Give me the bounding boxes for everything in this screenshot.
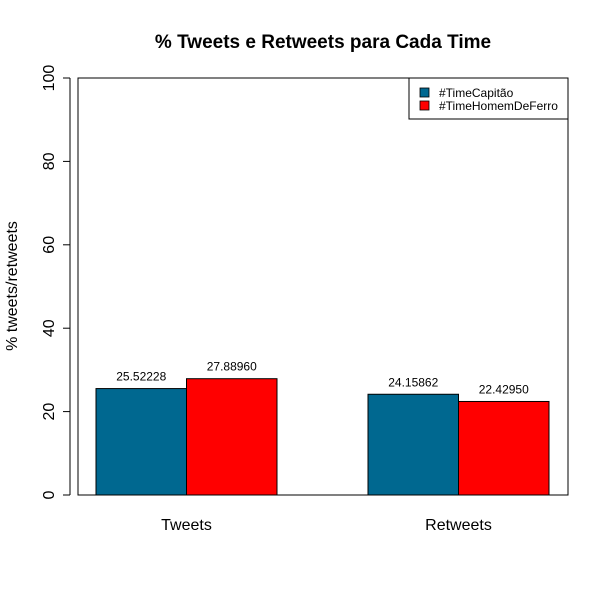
- y-tick-label: 100: [41, 65, 58, 92]
- data-label: 24.15862: [388, 375, 438, 389]
- legend-swatch-timehomemdeferro: [419, 100, 430, 111]
- y-tick-label: 80: [41, 152, 58, 170]
- y-axis-label: % tweets/retweets: [4, 221, 21, 351]
- legend-label-timehomemdeferro: #TimeHomemDeFerro: [439, 99, 558, 113]
- data-label: 22.42950: [479, 382, 529, 396]
- bar-retweets-timehomemdeferro: [458, 400, 550, 496]
- bar-retweets-timecapito: [367, 393, 459, 496]
- y-tick-label: 0: [41, 490, 58, 499]
- x-category-label: Retweets: [425, 517, 492, 534]
- bars-group: [95, 378, 550, 496]
- legend-box: [408, 77, 569, 120]
- bar-labels-group: 25.52228 27.88960 24.15862 22.42950: [116, 360, 529, 397]
- bar-tweets-timecapito: [95, 388, 187, 496]
- legend-label-timecapitao: #TimeCapitão: [439, 86, 514, 100]
- y-tick-label: 40: [41, 319, 58, 337]
- y-tick-label: 60: [41, 236, 58, 254]
- legend-swatch-timecapitao: [419, 87, 430, 98]
- chart-title: % Tweets e Retweets para Cada Time: [155, 32, 491, 53]
- legend: #TimeCapitão #TimeHomemDeFerro: [408, 77, 569, 120]
- bar-tweets-timehomemdeferro: [186, 378, 278, 496]
- plot-frame: [77, 77, 569, 496]
- y-tick-label: 20: [41, 403, 58, 421]
- x-category-label: Tweets: [161, 517, 212, 534]
- data-label: 27.88960: [207, 360, 257, 374]
- data-label: 25.52228: [116, 370, 166, 384]
- y-axis: 0 20 40 60 80 100: [41, 65, 71, 499]
- x-axis-labels: Tweets Retweets: [161, 517, 492, 534]
